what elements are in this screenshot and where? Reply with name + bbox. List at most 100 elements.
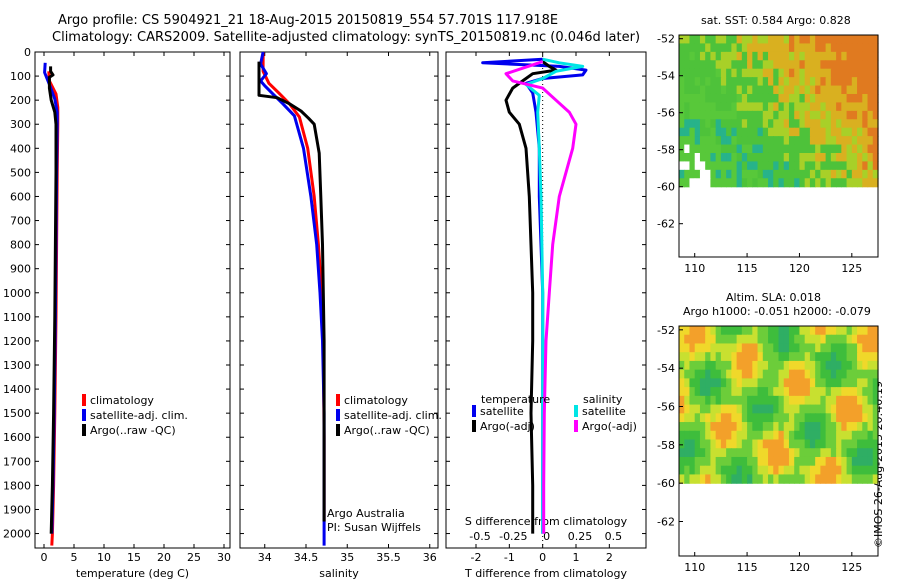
depth-tick-label: 900 bbox=[10, 263, 31, 276]
difference-legend-swatch bbox=[574, 405, 578, 417]
difference-xlabel: T difference from climatology bbox=[464, 567, 627, 580]
sst-ytick-label: -60 bbox=[657, 181, 675, 194]
depth-tick-label: 2000 bbox=[3, 528, 31, 541]
salinity-series-climatology bbox=[261, 52, 326, 522]
difference-legend-label: satellite bbox=[582, 405, 626, 418]
depth-tick-label: 0 bbox=[24, 46, 31, 59]
depth-tick-label: 1000 bbox=[3, 287, 31, 300]
temperature-series-argo-raw-qc- bbox=[47, 66, 58, 534]
sla-map-field bbox=[679, 326, 879, 484]
difference-legend-swatch bbox=[574, 420, 578, 432]
sla-xtick-label: 120 bbox=[789, 561, 810, 574]
sla-map-frame bbox=[678, 325, 879, 557]
salinity-series-satellite-adj-clim- bbox=[259, 51, 326, 546]
sst-ytick-label: -56 bbox=[657, 107, 675, 120]
depth-tick-label: 600 bbox=[10, 190, 31, 203]
sla-xtick-label: 115 bbox=[737, 561, 758, 574]
temperature-xtick-label: 20 bbox=[157, 551, 171, 564]
depth-tick-label: 300 bbox=[10, 118, 31, 131]
salinity-legend-swatch bbox=[336, 394, 340, 406]
salinity-xtick-label: 34.5 bbox=[294, 551, 319, 564]
salinity-legend-swatch bbox=[336, 409, 340, 421]
depth-tick-label: 1200 bbox=[3, 335, 31, 348]
difference-xtick-label: 0 bbox=[539, 551, 546, 564]
difference-top-xlabel: S difference from climatology bbox=[465, 515, 628, 528]
depth-tick-label: 1600 bbox=[3, 431, 31, 444]
temperature-xtick-label: 30 bbox=[217, 551, 231, 564]
sla-ytick-label: -60 bbox=[657, 477, 675, 490]
temperature-plot-frame bbox=[34, 51, 231, 549]
salinity-legend-label: Argo(..raw -QC) bbox=[344, 424, 430, 437]
sla-ytick-label: -62 bbox=[657, 516, 675, 529]
depth-tick-label: 1100 bbox=[3, 311, 31, 324]
difference-legend-label: Argo(-adj) bbox=[480, 420, 535, 433]
sst-xtick-label: 115 bbox=[737, 262, 758, 275]
difference-xtick-label: 2 bbox=[606, 551, 613, 564]
sst-ytick-label: -52 bbox=[657, 33, 675, 46]
salinity-xtick-label: 36 bbox=[423, 551, 437, 564]
figure-title-line1: Argo profile: CS 5904921_21 18-Aug-2015 … bbox=[58, 13, 559, 28]
salinity-legend-swatch bbox=[336, 424, 340, 436]
temperature-legend-swatch bbox=[82, 394, 86, 406]
salinity-series-argo-raw-qc- bbox=[257, 61, 326, 522]
salinity-xtick-label: 34 bbox=[258, 551, 272, 564]
difference-xtick-label: -2 bbox=[471, 551, 482, 564]
difference-legend-label: satellite bbox=[480, 405, 524, 418]
difference-legend-label: Argo(-adj) bbox=[582, 420, 637, 433]
temperature-legend-label: satellite-adj. clim. bbox=[90, 409, 188, 422]
temperature-xtick-label: 5 bbox=[71, 551, 78, 564]
sst-xtick-label: 120 bbox=[789, 262, 810, 275]
sla-xtick-label: 125 bbox=[841, 561, 862, 574]
salinity-legend-label: satellite-adj. clim. bbox=[344, 409, 442, 422]
difference-series-salinity-satellite bbox=[524, 57, 585, 534]
sst-map-field bbox=[679, 35, 879, 188]
sla-map-subtitle: Argo h1000: -0.051 h2000: -0.079 bbox=[683, 305, 871, 318]
sla-map-title: Altim. SLA: 0.018 bbox=[726, 291, 822, 304]
depth-tick-label: 1500 bbox=[3, 407, 31, 420]
depth-tick-label: 400 bbox=[10, 142, 31, 155]
sst-map-title: sat. SST: 0.584 Argo: 0.828 bbox=[701, 14, 851, 27]
salinity-diff-tick-label: 0.5 bbox=[605, 530, 623, 543]
difference-xtick-label: 1 bbox=[573, 551, 580, 564]
sla-ytick-label: -56 bbox=[657, 401, 675, 414]
depth-tick-label: 100 bbox=[10, 70, 31, 83]
temperature-xtick-label: 0 bbox=[41, 551, 48, 564]
salinity-annotation: Argo Australia bbox=[327, 507, 405, 520]
depth-tick-label: 1400 bbox=[3, 383, 31, 396]
depth-tick-label: 800 bbox=[10, 239, 31, 252]
sst-ytick-label: -54 bbox=[657, 70, 675, 83]
depth-tick-label: 1900 bbox=[3, 503, 31, 516]
difference-legend-title-temperature: temperature bbox=[481, 393, 550, 406]
salinity-diff-tick-label: -0.25 bbox=[499, 530, 527, 543]
salinity-xtick-label: 35 bbox=[340, 551, 354, 564]
difference-legend-swatch bbox=[472, 405, 476, 417]
sst-ytick-label: -58 bbox=[657, 144, 675, 157]
difference-legend-swatch bbox=[472, 420, 476, 432]
sla-xtick-label: 110 bbox=[684, 561, 705, 574]
salinity-legend-label: climatology bbox=[344, 394, 408, 407]
difference-xtick-label: -1 bbox=[504, 551, 515, 564]
difference-plot-frame bbox=[445, 51, 647, 549]
difference-series-temperature-argo-adj- bbox=[504, 60, 558, 534]
sla-ytick-label: -54 bbox=[657, 362, 675, 375]
difference-legend-title-salinity: salinity bbox=[583, 393, 623, 406]
depth-tick-label: 200 bbox=[10, 94, 31, 107]
salinity-xtick-label: 35.5 bbox=[376, 551, 401, 564]
temperature-legend-swatch bbox=[82, 424, 86, 436]
figure-title-line2: Climatology: CARS2009. Satellite-adjuste… bbox=[52, 30, 641, 45]
temperature-xlabel: temperature (deg C) bbox=[76, 567, 189, 580]
depth-tick-label: 700 bbox=[10, 215, 31, 228]
sst-ytick-label: -62 bbox=[657, 218, 675, 231]
temperature-xtick-label: 15 bbox=[127, 551, 141, 564]
sla-ytick-label: -52 bbox=[657, 324, 675, 337]
salinity-diff-tick-label: 0.25 bbox=[568, 530, 593, 543]
temperature-legend-label: Argo(..raw -QC) bbox=[90, 424, 176, 437]
depth-tick-label: 1800 bbox=[3, 479, 31, 492]
temperature-xtick-label: 10 bbox=[97, 551, 111, 564]
salinity-xlabel: salinity bbox=[319, 567, 359, 580]
depth-tick-label: 500 bbox=[10, 166, 31, 179]
salinity-plot-frame bbox=[239, 51, 439, 549]
temperature-legend-swatch bbox=[82, 409, 86, 421]
depth-tick-label: 1300 bbox=[3, 359, 31, 372]
